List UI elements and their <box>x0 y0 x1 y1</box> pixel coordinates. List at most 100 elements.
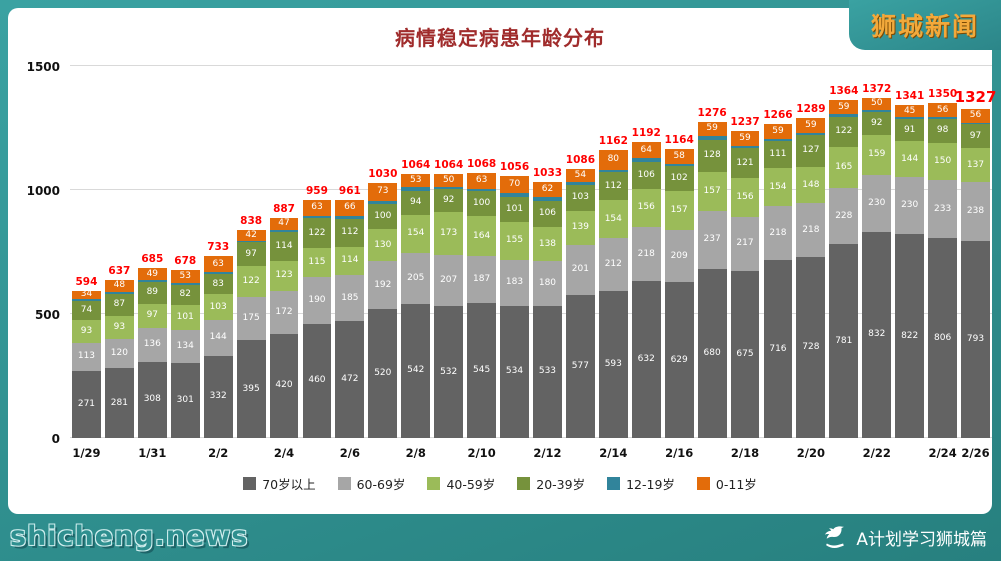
bar-segment <box>236 240 266 243</box>
bar-segment: 123 <box>269 260 299 292</box>
bar-segment: 82 <box>170 284 200 306</box>
bar-total-label: 1372 <box>862 82 892 95</box>
segment-value-label: 112 <box>341 227 359 238</box>
bar-segment: 154 <box>598 200 628 239</box>
bar-total-label: 1289 <box>796 103 826 116</box>
bar-segment: 54 <box>565 168 595 183</box>
bar-segment: 64 <box>631 142 661 159</box>
bar-segment <box>302 215 332 219</box>
bar-total-label: 637 <box>108 265 131 278</box>
chart-legend: 70岁以上 60-69岁 40-59岁 20-39岁 12-19岁 0-11岁 <box>8 474 992 493</box>
bar-segment: 63 <box>467 173 497 189</box>
segment-value-label: 136 <box>143 339 161 350</box>
segment-value-label: 192 <box>374 279 392 290</box>
bar-segment: 472 <box>335 320 365 438</box>
segment-value-label: 54 <box>574 169 587 180</box>
bar-segment: 716 <box>763 260 793 438</box>
bar-segment: 128 <box>697 139 727 172</box>
bar-total-label: 1086 <box>565 153 596 166</box>
bar-segment: 115 <box>302 248 332 277</box>
legend-label: 0-11岁 <box>715 477 757 492</box>
watermark-shadow-text: shicheng.news <box>13 524 252 555</box>
segment-value-label: 139 <box>571 222 589 233</box>
bar-segment: 103 <box>565 185 595 211</box>
bar-segment: 113 <box>72 342 101 371</box>
bar-segment: 218 <box>763 206 793 261</box>
bar-segment: 154 <box>763 168 793 207</box>
bar-segment: 111 <box>763 140 793 169</box>
segment-value-label: 64 <box>640 144 652 155</box>
segment-value-label: 156 <box>637 202 655 213</box>
bar-segment: 94 <box>401 191 431 215</box>
segment-value-label: 59 <box>706 123 718 134</box>
chart-panel: 病情稳定病患年龄分布 0 500 1000 1500 271 113 93 74 34 594 28… <box>8 8 996 514</box>
segment-value-label: 155 <box>505 235 524 246</box>
bar-segment: 217 <box>730 216 760 271</box>
segment-value-label: 218 <box>637 248 655 259</box>
x-axis-tick-label: 2/20 <box>796 446 825 460</box>
segment-value-label: 102 <box>670 173 688 184</box>
bar-segment: 154 <box>401 214 431 253</box>
legend-swatch <box>696 477 710 490</box>
bar-segment: 73 <box>368 182 398 201</box>
x-axis-tick-label: 2/14 <box>599 446 628 460</box>
bar-segment: 70 <box>500 176 529 194</box>
bar-segment: 157 <box>697 171 727 211</box>
bar-segment: 157 <box>664 191 694 231</box>
legend-swatch <box>427 477 441 490</box>
bar-segment: 806 <box>928 238 958 438</box>
segment-value-label: 97 <box>146 310 159 321</box>
bar-segment: 420 <box>269 333 299 438</box>
segment-value-label: 106 <box>538 208 557 219</box>
bar-segment: 106 <box>631 162 661 189</box>
bar-segment: 122 <box>302 218 332 249</box>
segment-value-label: 74 <box>80 305 93 316</box>
segment-value-label: 781 <box>835 335 853 346</box>
segment-value-label: 91 <box>903 124 916 135</box>
bar-segment: 144 <box>203 319 233 356</box>
bar-segment: 93 <box>104 315 134 339</box>
bar-segment: 122 <box>236 266 266 297</box>
bar-total-label: 1162 <box>598 134 628 147</box>
x-axis-tick-label: 2/24 <box>928 446 957 460</box>
bar-segment: 173 <box>434 211 464 255</box>
bar-total-label: 1327 <box>954 87 997 106</box>
bar-segment: 187 <box>467 256 497 303</box>
bar-total-label: 1192 <box>631 127 661 140</box>
bar-segment <box>928 117 958 119</box>
segment-value-label: 59 <box>772 125 784 136</box>
segment-value-label: 121 <box>736 157 754 168</box>
bar-segment: 53 <box>401 174 431 188</box>
bar-segment: 212 <box>598 238 628 291</box>
segment-value-label: 173 <box>440 227 458 238</box>
segment-value-label: 154 <box>769 181 787 192</box>
segment-value-label: 577 <box>571 360 589 371</box>
bar-segment: 34 <box>72 290 101 300</box>
segment-value-label: 63 <box>212 258 224 269</box>
gridline <box>70 65 992 66</box>
bar-segment: 281 <box>104 368 134 438</box>
bar-segment: 101 <box>500 196 529 222</box>
bar-segment: 101 <box>170 305 200 331</box>
segment-value-label: 209 <box>670 250 688 261</box>
bar-segment: 120 <box>104 338 134 369</box>
bar-segment: 629 <box>664 282 694 438</box>
segment-value-label: 128 <box>703 150 721 161</box>
segment-value-label: 157 <box>670 205 688 216</box>
legend-item: 60-69岁 <box>337 474 405 493</box>
bar-segment <box>862 110 892 113</box>
bar-segment: 42 <box>236 230 266 241</box>
bar-segment: 164 <box>467 215 497 257</box>
x-axis-tick-label: 2/18 <box>730 446 760 460</box>
segment-value-label: 159 <box>868 149 886 160</box>
segment-value-label: 238 <box>966 206 985 217</box>
bar-segment: 106 <box>533 200 562 227</box>
segment-value-label: 92 <box>871 118 883 129</box>
segment-value-label: 103 <box>571 192 589 203</box>
bar-segment: 577 <box>565 294 595 438</box>
segment-value-label: 62 <box>541 184 554 195</box>
bar-segment <box>203 271 233 274</box>
bar-segment: 159 <box>862 135 892 175</box>
bar-segment: 593 <box>598 290 628 438</box>
bar-segment: 675 <box>730 270 760 438</box>
